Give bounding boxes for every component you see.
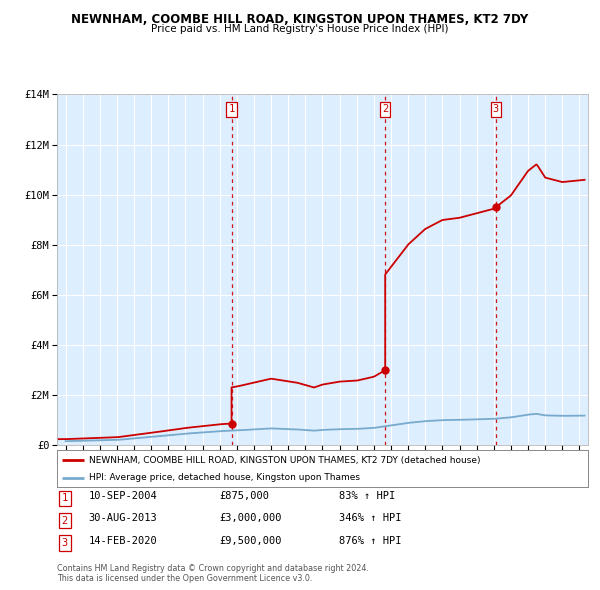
Text: 1: 1: [229, 104, 235, 114]
Text: 30-AUG-2013: 30-AUG-2013: [89, 513, 158, 523]
Text: 14-FEB-2020: 14-FEB-2020: [89, 536, 158, 546]
Text: Contains HM Land Registry data © Crown copyright and database right 2024.: Contains HM Land Registry data © Crown c…: [57, 565, 369, 573]
Text: 2: 2: [62, 516, 68, 526]
Text: NEWNHAM, COOMBE HILL ROAD, KINGSTON UPON THAMES, KT2 7DY (detached house): NEWNHAM, COOMBE HILL ROAD, KINGSTON UPON…: [89, 456, 481, 465]
Text: 2: 2: [382, 104, 388, 114]
Text: Price paid vs. HM Land Registry's House Price Index (HPI): Price paid vs. HM Land Registry's House …: [151, 24, 449, 34]
Text: NEWNHAM, COOMBE HILL ROAD, KINGSTON UPON THAMES, KT2 7DY: NEWNHAM, COOMBE HILL ROAD, KINGSTON UPON…: [71, 13, 529, 26]
Text: 1: 1: [62, 493, 68, 503]
Text: £3,000,000: £3,000,000: [219, 513, 281, 523]
Text: 3: 3: [493, 104, 499, 114]
Text: £875,000: £875,000: [219, 491, 269, 501]
Text: HPI: Average price, detached house, Kingston upon Thames: HPI: Average price, detached house, King…: [89, 473, 360, 483]
Text: £9,500,000: £9,500,000: [219, 536, 281, 546]
Text: 346% ↑ HPI: 346% ↑ HPI: [339, 513, 401, 523]
Text: This data is licensed under the Open Government Licence v3.0.: This data is licensed under the Open Gov…: [57, 574, 313, 583]
Text: 83% ↑ HPI: 83% ↑ HPI: [339, 491, 395, 501]
Text: 876% ↑ HPI: 876% ↑ HPI: [339, 536, 401, 546]
Text: 3: 3: [62, 538, 68, 548]
Text: 10-SEP-2004: 10-SEP-2004: [89, 491, 158, 501]
